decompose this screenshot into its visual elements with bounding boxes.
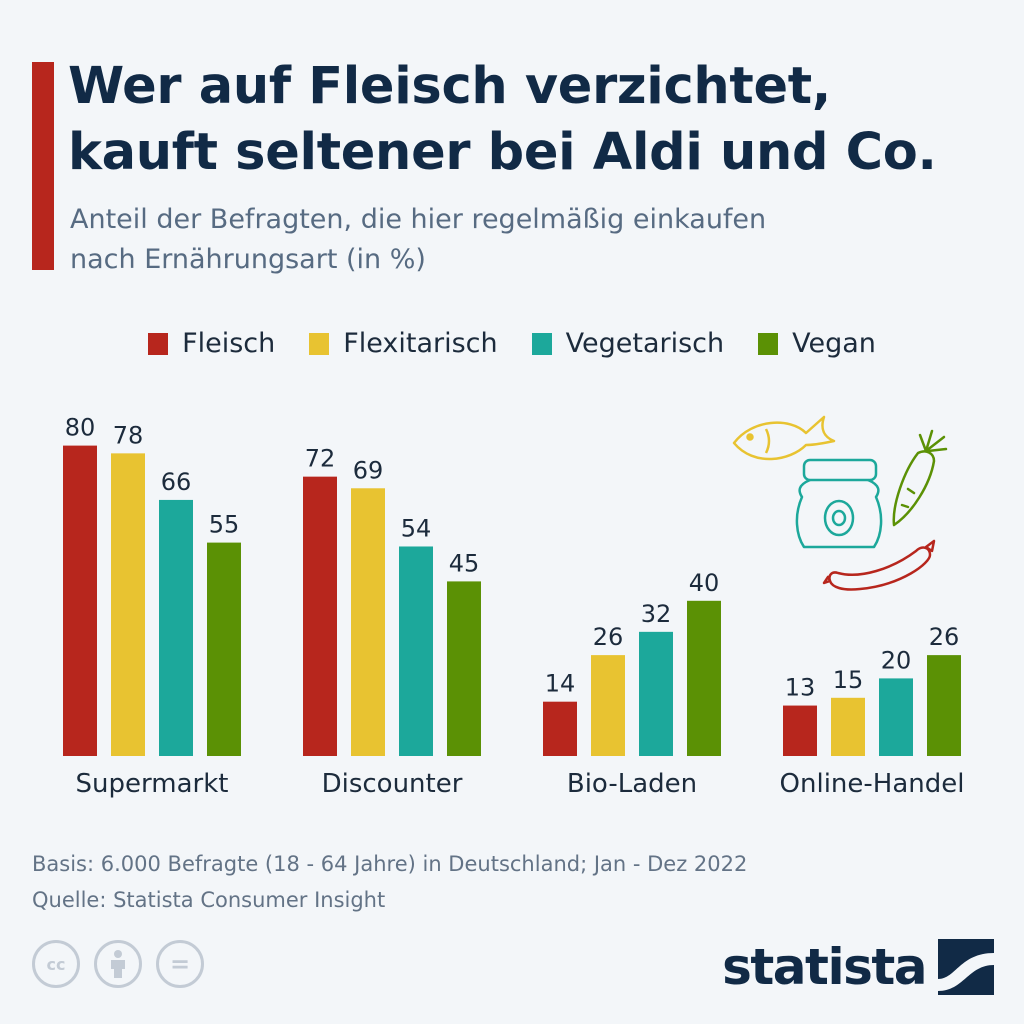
bar-group-discounter: 72 69 54 45 Discounter — [303, 445, 481, 799]
subtitle-line-2: nach Ernährungsart (in %) — [70, 244, 426, 275]
legend-swatch — [758, 332, 779, 355]
data-label: 66 — [161, 468, 192, 496]
data-label: 14 — [545, 670, 576, 698]
data-label: 40 — [689, 569, 720, 597]
data-label: 32 — [641, 600, 672, 628]
bar-vegetarisch — [879, 678, 913, 756]
fish-icon — [732, 415, 836, 461]
statista-brand[interactable]: statista — [722, 938, 994, 996]
data-label: 13 — [785, 674, 816, 702]
bar-flexitarisch — [591, 655, 625, 756]
bar-fleisch — [543, 701, 577, 756]
category-label: Supermarkt — [76, 769, 229, 799]
bar-vegetarisch — [159, 499, 193, 756]
data-label: 54 — [401, 514, 432, 542]
jar-icon — [795, 458, 883, 549]
category-label: Online-Handel — [780, 769, 965, 799]
data-label: 45 — [449, 549, 480, 577]
bar-vegan — [447, 581, 481, 756]
data-label: 26 — [593, 623, 624, 651]
legend-swatch — [148, 332, 169, 355]
bar-group-bio-laden: 14 26 32 40 Bio-Laden — [543, 569, 721, 799]
food-illustration — [732, 415, 948, 591]
chart-subtitle: Anteil der Befragten, die hier regelmäßi… — [70, 200, 970, 280]
chart-title: Wer auf Fleisch verzichtet, kauft selten… — [68, 54, 998, 186]
footer-basis: Basis: 6.000 Befragte (18 - 64 Jahre) in… — [32, 852, 748, 876]
title-line-2: kauft seltener bei Aldi und Co. — [68, 123, 937, 182]
bar-vegetarisch — [639, 631, 673, 756]
subtitle-line-1: Anteil der Befragten, die hier regelmäßi… — [70, 204, 767, 235]
data-label: 55 — [209, 511, 240, 539]
legend-item-fleisch: Fleisch — [148, 328, 275, 359]
cc-icon[interactable]: cc — [32, 940, 80, 988]
statista-logo-icon — [938, 939, 994, 995]
chart-legend: Fleisch Flexitarisch Vegetarisch Vegan — [0, 328, 1024, 359]
no-derivatives-icon[interactable]: = — [156, 940, 204, 988]
chart-footer: Basis: 6.000 Befragte (18 - 64 Jahre) in… — [32, 846, 747, 918]
data-label: 15 — [833, 666, 864, 694]
bar-fleisch — [303, 476, 337, 756]
bar-vegan — [687, 600, 721, 756]
sausage-icon — [822, 539, 936, 591]
bar-vegan — [207, 542, 241, 756]
bar-fleisch — [783, 705, 817, 756]
attribution-icon[interactable] — [94, 940, 142, 988]
bar-vegetarisch — [399, 546, 433, 756]
bar-vegan — [927, 655, 961, 756]
legend-label: Fleisch — [182, 328, 276, 359]
legend-swatch — [309, 332, 330, 355]
legend-item-flexitarisch: Flexitarisch — [309, 328, 498, 359]
data-label: 78 — [113, 421, 144, 449]
title-accent-bar — [32, 62, 54, 270]
legend-item-vegan: Vegan — [758, 328, 876, 359]
bar-group-online-handel: 13 15 20 26 Online-Handel — [780, 623, 965, 799]
bar-chart: 80 78 66 55 Supermarkt 72 69 54 45 Discounter 14 26… — [63, 414, 965, 799]
data-label: 80 — [65, 414, 96, 442]
data-label: 26 — [929, 623, 960, 651]
data-label: 69 — [353, 456, 384, 484]
legend-swatch — [531, 332, 552, 355]
legend-label: Vegetarisch — [565, 328, 725, 359]
legend-label: Flexitarisch — [343, 328, 498, 359]
bar-flexitarisch — [111, 453, 145, 756]
legend-item-vegetarisch: Vegetarisch — [531, 328, 725, 359]
data-label: 72 — [305, 445, 336, 473]
title-line-1: Wer auf Fleisch verzichtet, — [68, 57, 831, 116]
bar-flexitarisch — [831, 697, 865, 756]
data-label: 20 — [881, 646, 912, 674]
carrot-icon — [892, 429, 948, 527]
legend-label: Vegan — [792, 328, 876, 359]
statista-wordmark: statista — [722, 938, 927, 996]
bar-group-supermarkt: 80 78 66 55 Supermarkt — [63, 414, 241, 799]
bar-flexitarisch — [351, 488, 385, 756]
footer-source: Quelle: Statista Consumer Insight — [32, 888, 386, 912]
category-label: Discounter — [322, 769, 463, 799]
category-label: Bio-Laden — [567, 769, 697, 799]
license-icons: cc = — [32, 940, 204, 988]
bar-fleisch — [63, 445, 97, 756]
